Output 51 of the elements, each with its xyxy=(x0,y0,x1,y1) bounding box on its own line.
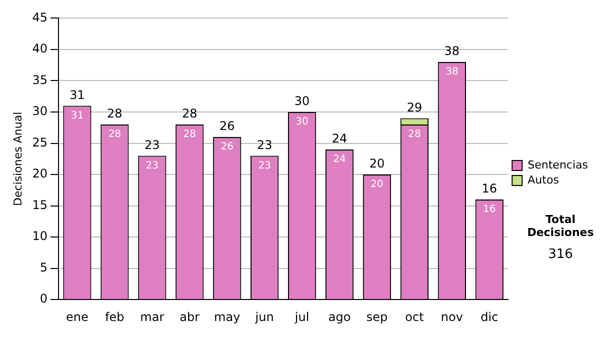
data-label: 23 xyxy=(258,160,271,172)
data-label: 30 xyxy=(296,116,308,128)
data-label: 20 xyxy=(370,179,384,190)
x-tick-label: feb xyxy=(105,310,124,324)
total-label: 24 xyxy=(332,132,348,146)
data-label: 38 xyxy=(446,66,458,78)
y-tick-label: 0 xyxy=(40,292,48,306)
total-label: 26 xyxy=(219,119,235,134)
total-label: 38 xyxy=(444,44,460,58)
total-label: 20 xyxy=(369,156,385,171)
total-label: 23 xyxy=(256,138,272,152)
total-label: 30 xyxy=(294,94,310,108)
total-label: 28 xyxy=(182,106,198,121)
total-label: 28 xyxy=(107,106,122,121)
y-tick-label: 40 xyxy=(32,42,48,56)
y-axis-title: Decisiones Anual xyxy=(11,112,24,206)
x-tick-label: nov xyxy=(440,310,463,324)
text: 316 xyxy=(547,247,574,262)
data-label: 28 xyxy=(183,129,196,140)
y-tick-label: 30 xyxy=(32,104,48,118)
total-label: 16 xyxy=(482,182,498,196)
x-tick-label: oct xyxy=(405,310,424,324)
x-tick-label: mar xyxy=(140,310,164,324)
data-label: 28 xyxy=(408,129,421,140)
y-tick-label: 45 xyxy=(32,10,48,24)
x-tick-label: ene xyxy=(66,310,88,324)
x-tick-label: ago xyxy=(328,310,351,324)
total-label: 23 xyxy=(144,138,160,152)
x-tick-label: abr xyxy=(180,310,200,324)
data-label: 31 xyxy=(70,110,84,122)
y-tick-label: 20 xyxy=(32,166,48,181)
y-tick-label: 5 xyxy=(40,260,48,274)
x-tick-label: sep xyxy=(366,310,388,324)
x-tick-label: dic xyxy=(480,310,498,324)
x-tick-label: jul xyxy=(294,310,310,324)
y-tick-label: 35 xyxy=(32,72,48,87)
y-tick-label: 15 xyxy=(32,198,48,212)
x-tick-label: jun xyxy=(254,310,274,324)
data-label: 24 xyxy=(333,154,346,166)
legend-label: Sentencias xyxy=(528,158,588,172)
data-label: 26 xyxy=(220,142,234,153)
x-tick-label: may xyxy=(214,310,240,324)
data-label: 28 xyxy=(108,129,122,140)
data-label: 16 xyxy=(483,204,496,216)
data-label: 23 xyxy=(146,160,159,172)
total-label: 29 xyxy=(406,100,422,114)
total-label: 31 xyxy=(70,88,85,102)
y-tick-label: 25 xyxy=(32,135,48,150)
text: Total Decisiones xyxy=(526,213,595,239)
legend-label: Autos xyxy=(528,173,560,186)
y-tick-label: 10 xyxy=(32,229,48,244)
